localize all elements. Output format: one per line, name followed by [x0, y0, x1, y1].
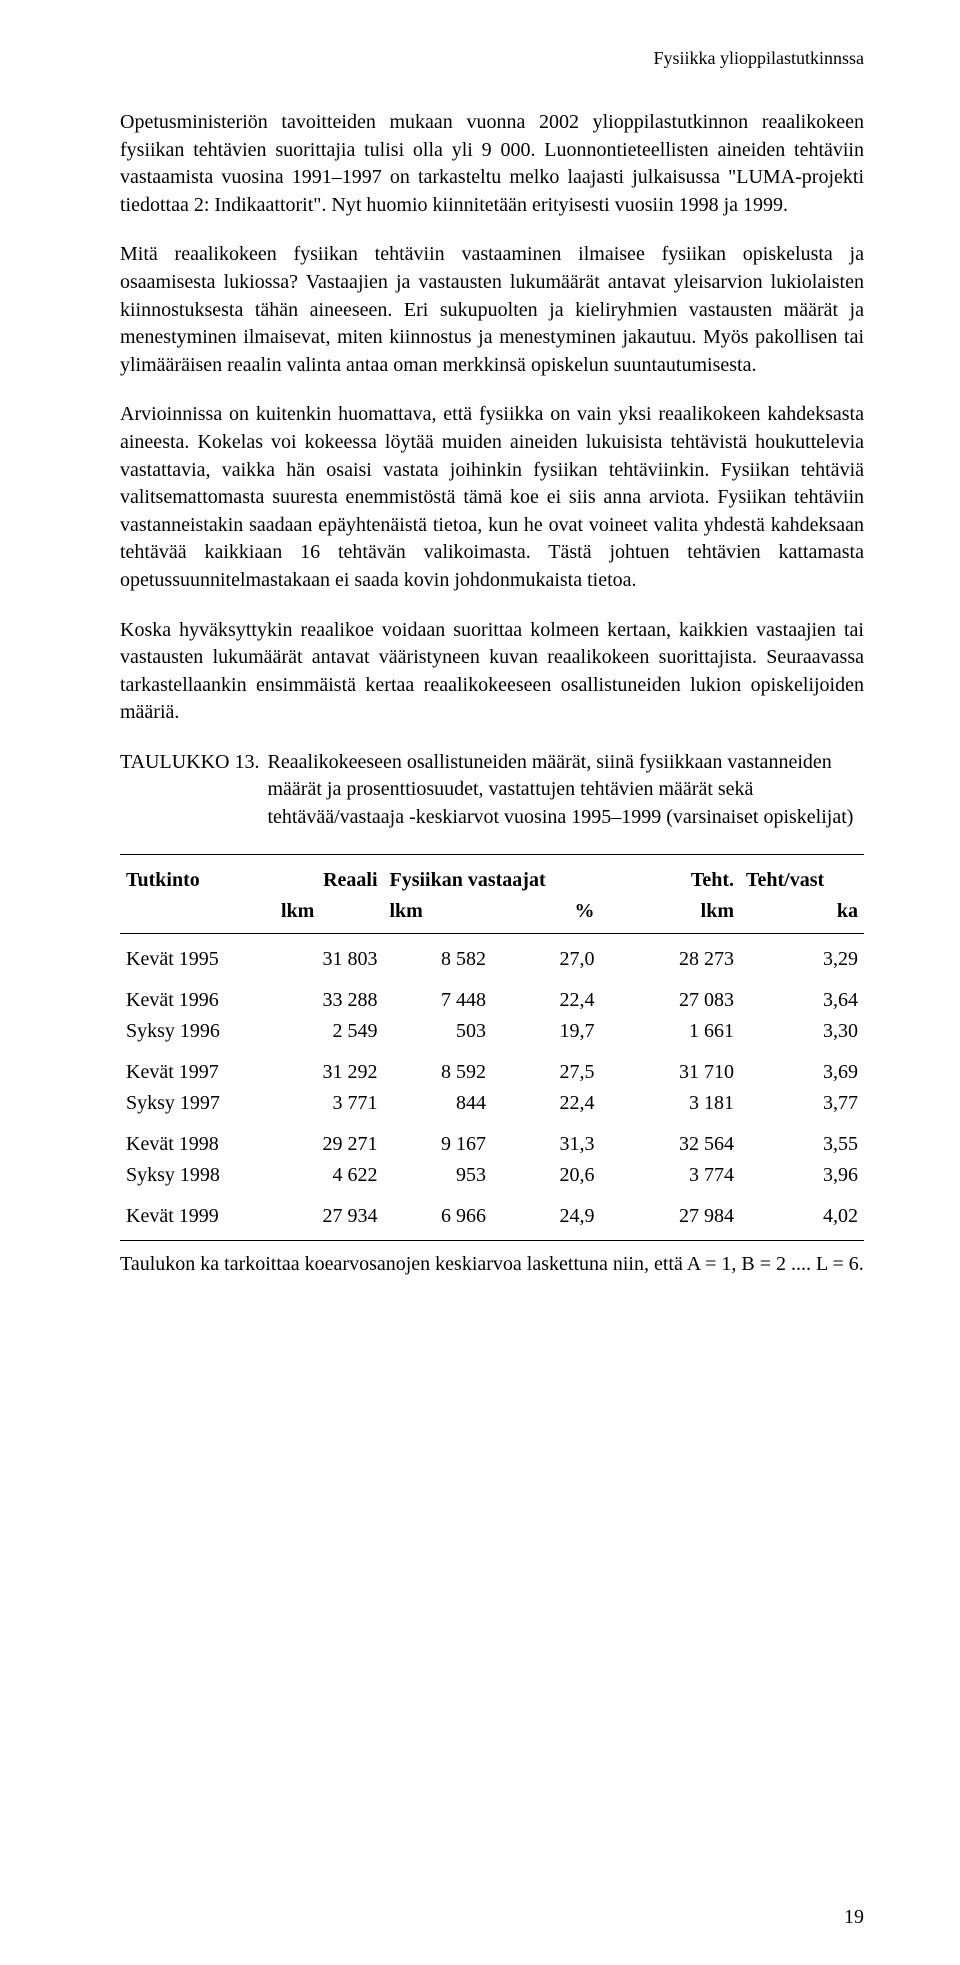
cell-vast-pct: 22,4 — [492, 1088, 601, 1119]
cell-teht: 31 710 — [601, 1047, 740, 1088]
th-sub-vast-pct: % — [492, 896, 601, 934]
table13: Tutkinto Reaali Fysiikan vastaajat Teht.… — [120, 854, 864, 1241]
th-sub-vast-lkm: lkm — [384, 896, 493, 934]
page: Fysiikka ylioppilastutkinnssa Opetusmini… — [0, 0, 960, 1965]
cell-vast-lkm: 8 582 — [384, 933, 493, 975]
cell-vast-pct: 20,6 — [492, 1160, 601, 1191]
cell-reaali: 2 549 — [275, 1016, 384, 1047]
cell-tutkinto: Kevät 1996 — [120, 975, 275, 1016]
cell-tutkinto: Kevät 1998 — [120, 1119, 275, 1160]
th-sub-teht-lkm: lkm — [601, 896, 740, 934]
cell-tutkinto: Kevät 1997 — [120, 1047, 275, 1088]
cell-vast-lkm: 9 167 — [384, 1119, 493, 1160]
cell-teht: 1 661 — [601, 1016, 740, 1047]
cell-reaali: 29 271 — [275, 1119, 384, 1160]
cell-vast-pct: 22,4 — [492, 975, 601, 1016]
cell-teht: 3 774 — [601, 1160, 740, 1191]
cell-vast-pct: 31,3 — [492, 1119, 601, 1160]
th-sub-empty — [120, 896, 275, 934]
table-row: Kevät 199731 2928 59227,531 7103,69 — [120, 1047, 864, 1088]
cell-teht: 3 181 — [601, 1088, 740, 1119]
th-teht: Teht. — [601, 854, 740, 896]
th-sub-reaali-lkm: lkm — [275, 896, 384, 934]
cell-tutkinto: Syksy 1997 — [120, 1088, 275, 1119]
cell-tutkinto: Syksy 1998 — [120, 1160, 275, 1191]
table13-caption-label: TAULUKKO 13. — [120, 749, 268, 832]
paragraph-4: Koska hyväksyttykin reaalikoe voidaan su… — [120, 617, 864, 727]
cell-tutkinto: Kevät 1995 — [120, 933, 275, 975]
cell-tutkinto: Kevät 1999 — [120, 1191, 275, 1241]
cell-vast-lkm: 7 448 — [384, 975, 493, 1016]
cell-teht: 28 273 — [601, 933, 740, 975]
cell-vast-pct: 19,7 — [492, 1016, 601, 1047]
cell-ka: 3,30 — [740, 1016, 864, 1047]
table-row: Kevät 199633 2887 44822,427 0833,64 — [120, 975, 864, 1016]
cell-vast-pct: 27,5 — [492, 1047, 601, 1088]
cell-reaali: 4 622 — [275, 1160, 384, 1191]
table-row: Syksy 19962 54950319,71 6613,30 — [120, 1016, 864, 1047]
cell-vast-lkm: 503 — [384, 1016, 493, 1047]
page-number: 19 — [844, 1906, 864, 1929]
cell-teht: 27 984 — [601, 1191, 740, 1241]
paragraph-1: Opetusministeriön tavoitteiden mukaan vu… — [120, 109, 864, 219]
cell-vast-pct: 24,9 — [492, 1191, 601, 1241]
cell-ka: 3,64 — [740, 975, 864, 1016]
table13-footnote: Taulukon ka tarkoittaa koearvosanojen ke… — [120, 1251, 864, 1279]
cell-ka: 3,77 — [740, 1088, 864, 1119]
table-row: Kevät 199829 2719 16731,332 5643,55 — [120, 1119, 864, 1160]
cell-vast-lkm: 8 592 — [384, 1047, 493, 1088]
table13-caption: TAULUKKO 13. Reaalikokeeseen osallistune… — [120, 749, 864, 832]
table13-caption-text: Reaalikokeeseen osallistuneiden määrät, … — [268, 749, 865, 832]
cell-ka: 3,96 — [740, 1160, 864, 1191]
cell-ka: 3,55 — [740, 1119, 864, 1160]
th-sub-ka: ka — [740, 896, 864, 934]
th-reaali: Reaali — [275, 854, 384, 896]
cell-reaali: 33 288 — [275, 975, 384, 1016]
paragraph-3: Arvioinnissa on kuitenkin huomattava, et… — [120, 401, 864, 594]
table-row: Kevät 199531 8038 58227,028 2733,29 — [120, 933, 864, 975]
cell-reaali: 31 803 — [275, 933, 384, 975]
th-teht-vast: Teht/vast — [740, 854, 864, 896]
table13-head-row-2: lkm lkm % lkm ka — [120, 896, 864, 934]
cell-reaali: 27 934 — [275, 1191, 384, 1241]
cell-ka: 3,29 — [740, 933, 864, 975]
th-tutkinto: Tutkinto — [120, 854, 275, 896]
cell-teht: 32 564 — [601, 1119, 740, 1160]
cell-reaali: 3 771 — [275, 1088, 384, 1119]
cell-ka: 4,02 — [740, 1191, 864, 1241]
th-fys-vastaajat: Fysiikan vastaajat — [384, 854, 601, 896]
cell-vast-pct: 27,0 — [492, 933, 601, 975]
cell-tutkinto: Syksy 1996 — [120, 1016, 275, 1047]
cell-vast-lkm: 6 966 — [384, 1191, 493, 1241]
running-head: Fysiikka ylioppilastutkinnssa — [120, 48, 864, 69]
cell-reaali: 31 292 — [275, 1047, 384, 1088]
cell-ka: 3,69 — [740, 1047, 864, 1088]
cell-vast-lkm: 953 — [384, 1160, 493, 1191]
table-row: Kevät 199927 9346 96624,927 9844,02 — [120, 1191, 864, 1241]
table13-head-row-1: Tutkinto Reaali Fysiikan vastaajat Teht.… — [120, 854, 864, 896]
table-row: Syksy 19984 62295320,63 7743,96 — [120, 1160, 864, 1191]
table13-body: Kevät 199531 8038 58227,028 2733,29Kevät… — [120, 933, 864, 1240]
cell-teht: 27 083 — [601, 975, 740, 1016]
paragraph-2: Mitä reaalikokeen fysiikan tehtäviin vas… — [120, 241, 864, 379]
table-row: Syksy 19973 77184422,43 1813,77 — [120, 1088, 864, 1119]
cell-vast-lkm: 844 — [384, 1088, 493, 1119]
